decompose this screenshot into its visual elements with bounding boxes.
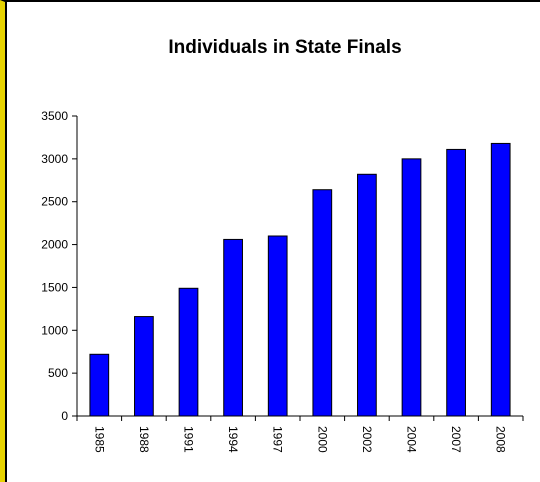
x-tick-label: 2000	[315, 426, 329, 453]
bar-1997	[267, 235, 288, 417]
x-tick-label: 1991	[182, 426, 196, 453]
y-tick-label: 3000	[41, 152, 68, 166]
x-tick-label: 1997	[271, 426, 285, 453]
y-tick-label: 2000	[41, 238, 68, 252]
bar-2000	[312, 189, 333, 417]
bar-2004	[401, 158, 422, 417]
x-tick-label: 1994	[226, 426, 240, 453]
x-tick-label: 1988	[137, 426, 151, 453]
y-tick-label: 1000	[41, 323, 68, 337]
bar-2007	[446, 148, 466, 417]
bar-1994	[223, 238, 243, 417]
bar-1985	[89, 353, 110, 417]
y-tick-label: 2500	[41, 195, 68, 209]
y-tick-label: 1500	[41, 280, 68, 294]
x-tick-label: 2008	[494, 426, 508, 453]
bar-1988	[134, 316, 154, 417]
plot-area: 0 500 1000 1500 2000 2500 3000 3500 1985 1988 1991…	[41, 109, 524, 453]
x-tick-label: 1985	[92, 426, 106, 453]
y-tick-label: 0	[61, 409, 68, 423]
y-tick-label: 3500	[41, 109, 68, 123]
bar-2008	[490, 142, 511, 417]
x-tick-label: 2007	[449, 426, 463, 453]
x-tick-label: 2004	[405, 426, 419, 453]
bar-1991	[178, 287, 199, 417]
x-tick-label: 2002	[360, 426, 374, 453]
bar-2002	[357, 173, 377, 417]
frame-left-rule	[5, 0, 7, 482]
y-tick-label: 500	[48, 366, 68, 380]
chart-title: Individuals in State Finals	[168, 37, 401, 58]
